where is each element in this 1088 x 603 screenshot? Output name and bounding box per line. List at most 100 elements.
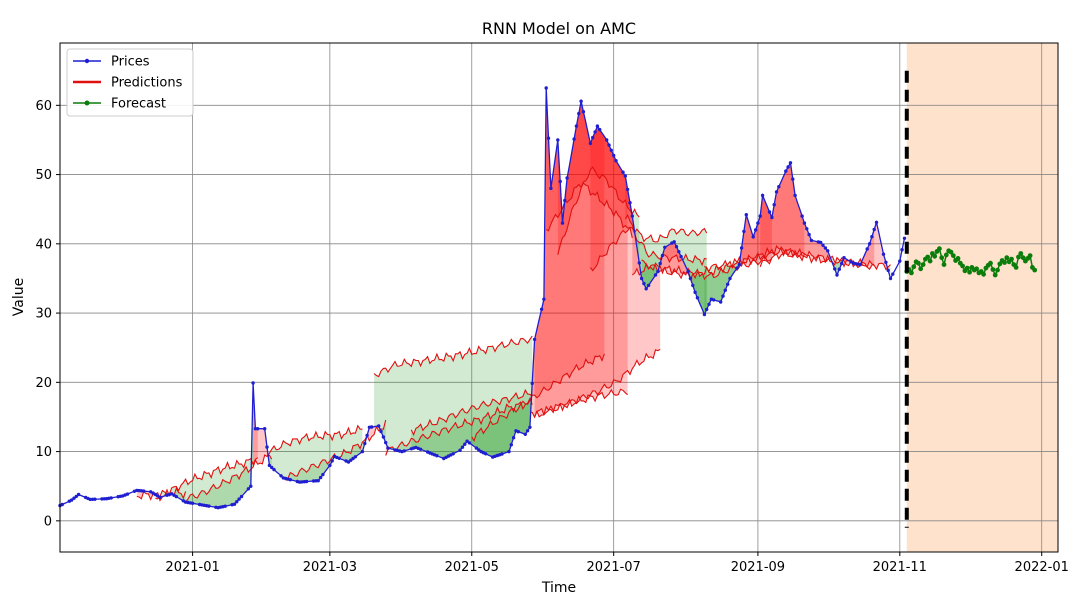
- forecast-point: [990, 267, 996, 272]
- price-point: [609, 148, 613, 152]
- price-point: [272, 467, 276, 472]
- price-point: [791, 177, 795, 181]
- price-point: [304, 479, 309, 484]
- forecast-point: [1013, 265, 1019, 270]
- forecast-point: [997, 261, 1003, 267]
- price-point: [760, 193, 765, 198]
- prediction-fill-above: [641, 263, 661, 289]
- price-point: [784, 169, 788, 173]
- x-tick-label: 2022-01: [1015, 560, 1069, 575]
- chart-title: RNN Model on AMC: [482, 19, 636, 38]
- price-point: [544, 86, 548, 90]
- price-point: [800, 214, 804, 218]
- price-point: [579, 99, 583, 103]
- x-tick-label: 2021-01: [165, 560, 219, 575]
- price-point: [821, 243, 825, 247]
- price-point: [435, 454, 439, 458]
- price-point: [891, 272, 895, 276]
- prediction-fill-below: [546, 88, 563, 231]
- forecast-point: [918, 266, 924, 272]
- prediction-line: [624, 213, 708, 243]
- price-point: [467, 441, 472, 445]
- prediction-fill-below: [664, 241, 684, 262]
- forecast-point: [964, 265, 970, 271]
- price-point: [644, 287, 648, 291]
- price-point: [614, 159, 618, 163]
- price-point: [386, 446, 390, 450]
- price-point: [516, 430, 520, 434]
- forecast-region: [906, 43, 1058, 552]
- prediction-fill-above: [374, 336, 533, 459]
- price-point: [819, 240, 823, 245]
- price-point: [158, 495, 162, 499]
- price-point: [69, 498, 74, 502]
- prediction-line: [759, 248, 891, 271]
- prediction-fill-above: [636, 228, 707, 315]
- price-point: [712, 298, 716, 302]
- price-point: [658, 261, 662, 266]
- price-point: [460, 445, 465, 449]
- price-point: [758, 214, 762, 218]
- forecast-point: [1009, 256, 1014, 262]
- forecast-point: [967, 269, 972, 275]
- forecast-point: [941, 262, 947, 267]
- price-point: [353, 455, 358, 459]
- price-point: [900, 248, 904, 252]
- forecast-point: [909, 270, 914, 276]
- legend-marker-prices: [84, 58, 90, 64]
- price-point: [337, 456, 341, 460]
- prediction-line: [704, 244, 875, 273]
- price-point: [612, 153, 616, 158]
- price-point: [788, 161, 793, 165]
- price-point: [346, 460, 351, 464]
- price-point: [251, 381, 255, 385]
- price-point: [823, 246, 828, 250]
- prediction-fill-above: [692, 248, 742, 315]
- price-point: [656, 269, 660, 274]
- forecast-point: [1018, 251, 1024, 256]
- x-tick-label: 2021-05: [445, 560, 499, 575]
- forecast-point: [1032, 267, 1038, 273]
- forecast-point: [995, 267, 1000, 273]
- prediction-fill-above: [185, 383, 254, 508]
- forecast-point: [916, 260, 921, 266]
- price-point: [360, 449, 365, 454]
- prediction-fill-above: [411, 383, 533, 459]
- price-point: [574, 124, 579, 128]
- price-point: [637, 261, 641, 265]
- prediction-fill-below: [855, 229, 875, 270]
- price-point: [842, 256, 846, 260]
- prediction-fills: [136, 88, 891, 508]
- price-point: [607, 143, 611, 147]
- x-tick-label: 2021-09: [731, 560, 785, 575]
- forecast-point: [1020, 255, 1026, 261]
- price-point: [826, 249, 830, 253]
- price-point: [235, 500, 239, 504]
- price-point: [872, 227, 876, 232]
- prediction-line: [471, 353, 605, 443]
- price-point: [560, 221, 565, 225]
- price-point: [595, 124, 600, 128]
- forecast-point: [974, 266, 979, 272]
- forecast-point: [1004, 255, 1010, 261]
- prediction-fill-below: [741, 162, 833, 266]
- plot-frame: [59, 42, 1059, 553]
- prediction-fill-below: [557, 101, 633, 255]
- price-point: [898, 259, 902, 263]
- price-point: [288, 478, 292, 482]
- y-tick-label: 50: [35, 168, 52, 183]
- legend-marker-forecast: [84, 100, 90, 106]
- price-point: [474, 446, 479, 450]
- price-point: [109, 496, 113, 500]
- price-point: [318, 475, 323, 480]
- price-point: [451, 452, 455, 456]
- prediction-fill-above: [636, 240, 665, 289]
- price-point: [321, 472, 325, 477]
- prediction-line: [155, 457, 259, 500]
- price-point: [870, 235, 874, 239]
- price-point: [458, 448, 462, 452]
- prediction-fill-above: [339, 435, 368, 462]
- prediction-fill-below: [657, 241, 693, 286]
- price-point: [646, 283, 651, 288]
- price-point: [888, 276, 893, 281]
